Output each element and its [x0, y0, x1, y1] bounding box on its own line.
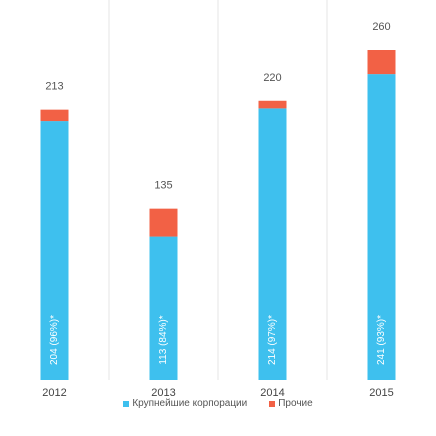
- legend-swatch-other: [269, 400, 276, 407]
- bar-inside-label: 204 (96%)*: [49, 315, 60, 365]
- category-label: 2013: [151, 387, 175, 399]
- bar-inside-label: 113 (84%)*: [158, 315, 169, 364]
- bar-segment-major: [258, 108, 287, 380]
- category-label: 2014: [260, 387, 284, 399]
- bar-segment-major: [40, 121, 69, 381]
- category-label: 2012: [42, 387, 66, 399]
- bar-segment-other: [40, 109, 69, 122]
- legend-label-major: Крупнейшие корпорации: [132, 398, 248, 409]
- bar-segment-other: [149, 208, 178, 237]
- legend-label-other: Прочие: [278, 398, 313, 409]
- category-label: 2015: [369, 387, 393, 399]
- total-label: 135: [154, 180, 172, 192]
- bar-segment-other: [258, 100, 287, 109]
- legend-swatch-major: [123, 400, 130, 407]
- bars: [40, 50, 396, 381]
- total-label: 220: [263, 72, 281, 84]
- column-separators: [108, 0, 328, 380]
- bar-segment-major: [149, 236, 178, 380]
- legend-item-other: Прочие: [269, 398, 313, 409]
- bar-inside-label: 214 (97%)*: [267, 315, 278, 365]
- legend: Крупнейшие корпорации Прочие: [0, 398, 436, 409]
- total-label: 213: [45, 81, 63, 93]
- bar-inside-label: 241 (93%)*: [376, 315, 387, 365]
- bar-segment-major: [367, 74, 396, 380]
- total-label: 260: [372, 21, 390, 33]
- labels: 213 2012 204 (96%)* 135 2013 113 (84%)* 220 201…: [42, 21, 393, 399]
- bar-segment-other: [367, 50, 396, 75]
- legend-item-major: Крупнейшие корпорации: [123, 398, 247, 409]
